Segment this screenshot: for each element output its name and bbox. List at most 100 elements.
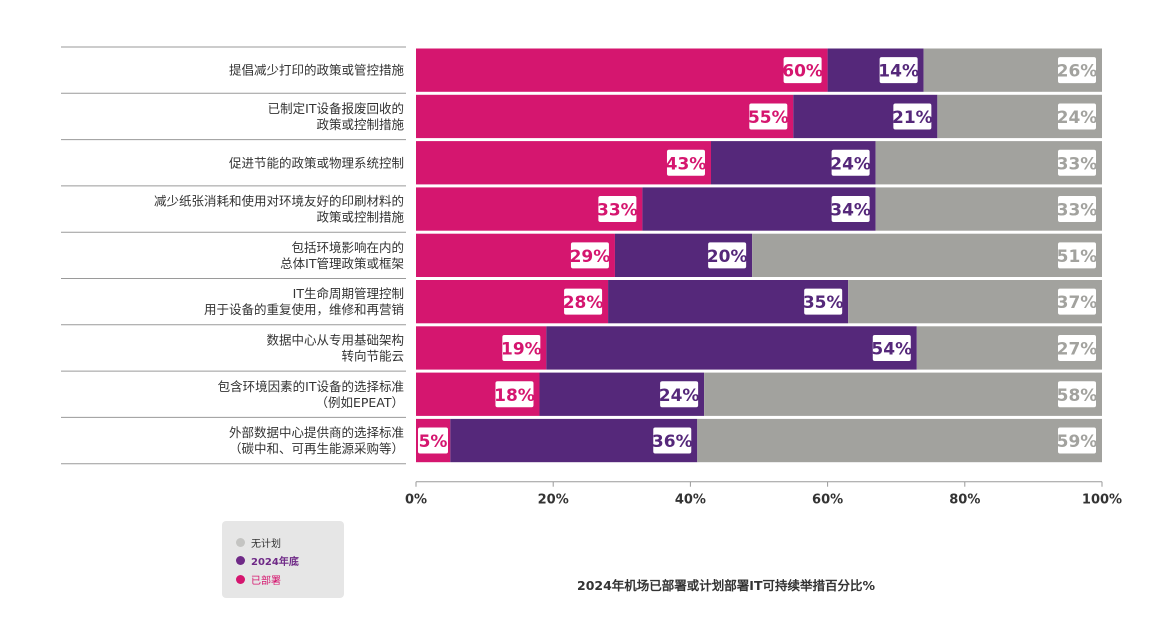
value-label-bg — [879, 57, 918, 84]
value-label: 37% — [1057, 293, 1098, 313]
value-label-bg — [570, 242, 609, 269]
value-label: 58% — [1057, 386, 1098, 406]
chart-title: 2024年机场已部署或计划部署IT可持续举措百分比% — [577, 578, 875, 593]
value-label-bg — [666, 149, 705, 176]
value-label-bg — [660, 381, 699, 408]
category-label: 数据中心从专用基础架构 — [266, 332, 404, 347]
category-label: 转向节能云 — [341, 348, 404, 363]
value-label: 55% — [748, 108, 789, 128]
value-labels: 60% 14% 26% 55% 21% 24% 43% 24% 33% 33% 34% 33% 29% 2… — [418, 57, 1098, 454]
category-label: 促进节能的政策或物理系统控制 — [229, 155, 404, 170]
value-label: 24% — [830, 154, 871, 174]
value-label: 34% — [830, 201, 871, 221]
value-label-bg — [418, 427, 448, 454]
value-label: 18% — [494, 386, 535, 406]
category-label: （例如EPEAT） — [315, 395, 404, 410]
value-label: 21% — [892, 108, 933, 128]
value-label: 14% — [878, 62, 919, 82]
value-label-bg — [804, 288, 843, 315]
value-label: 26% — [1057, 62, 1098, 82]
value-label-bg — [708, 242, 747, 269]
value-label: 24% — [659, 386, 700, 406]
value-label-bg — [783, 57, 822, 84]
value-label: 51% — [1057, 247, 1098, 267]
value-label: 20% — [707, 247, 748, 267]
value-label-bg — [1058, 103, 1096, 130]
value-label: 54% — [871, 339, 912, 359]
value-label-bg — [872, 334, 911, 361]
x-tick-label: 40% — [675, 493, 706, 508]
value-label: 5% — [419, 432, 448, 452]
legend-label-deployed: 已部署 — [251, 576, 281, 587]
value-label: 35% — [803, 293, 844, 313]
value-label-bg — [1058, 149, 1096, 176]
category-label: 减少纸张消耗和使用对环境友好的印刷材料的 — [154, 194, 404, 209]
category-label: 包括环境影响在内的 — [291, 240, 404, 255]
x-axis: 0% 20% 40% 60% 80% 100% — [405, 481, 1122, 508]
category-label: 政策或控制措施 — [316, 210, 404, 225]
bar-segment — [752, 233, 1102, 277]
value-label: 60% — [782, 62, 823, 82]
value-label: 33% — [1057, 201, 1098, 221]
category-label: （碳中和、可再生能源采购等） — [229, 441, 404, 456]
bar-segment — [704, 372, 1102, 416]
category-label: 总体IT管理政策或框架 — [280, 256, 404, 271]
value-label-bg — [502, 334, 541, 361]
value-label: 19% — [501, 339, 542, 359]
value-label: 33% — [1057, 154, 1098, 174]
category-label: 提倡减少打印的政策或管控措施 — [229, 63, 405, 78]
value-label-bg — [653, 427, 692, 454]
legend-item-deployed: 已部署 — [236, 572, 281, 587]
value-label-bg — [1058, 427, 1096, 454]
category-label: 包含环境因素的IT设备的选择标准 — [218, 379, 404, 394]
category-label: 用于设备的重复使用，维修和再营销 — [204, 302, 404, 317]
value-label-bg — [1058, 334, 1096, 361]
value-label-bg — [831, 149, 870, 176]
x-tick-label: 20% — [538, 493, 569, 508]
category-label: 已制定IT设备报废回收的 — [268, 101, 404, 116]
bar-segment — [697, 418, 1102, 463]
value-label: 43% — [666, 154, 707, 174]
x-tick-label: 0% — [405, 493, 427, 508]
legend-label-no-plan: 无计划 — [251, 539, 281, 550]
x-tick-label: 60% — [812, 493, 843, 508]
value-label-bg — [1058, 381, 1096, 408]
value-label: 28% — [563, 293, 604, 313]
legend: 无计划 2024年底 已部署 — [222, 521, 344, 598]
value-label-bg — [598, 196, 637, 223]
value-label: 27% — [1057, 339, 1098, 359]
bar-segment — [416, 141, 711, 185]
value-label: 36% — [652, 432, 693, 452]
legend-swatch-2024 — [236, 556, 245, 565]
category-label: 外部数据中心提供商的选择标准 — [229, 425, 404, 440]
legend-label-2024: 2024年底 — [251, 557, 299, 568]
legend-item-2024: 2024年底 — [236, 553, 299, 568]
value-label-bg — [749, 103, 788, 130]
row-separators — [61, 46, 406, 465]
value-label: 29% — [570, 247, 611, 267]
value-label: 33% — [597, 201, 638, 221]
x-tick-label: 100% — [1082, 493, 1122, 508]
category-label: IT生命周期管理控制 — [293, 286, 404, 301]
category-label: 政策或控制措施 — [316, 117, 404, 132]
bars — [416, 48, 1102, 463]
x-tick-label: 80% — [949, 493, 980, 508]
category-labels: 提倡减少打印的政策或管控措施已制定IT设备报废回收的政策或控制措施促进节能的政策… — [154, 63, 405, 456]
bar-segment — [546, 326, 917, 370]
value-label-bg — [1058, 288, 1096, 315]
value-label-bg — [564, 288, 603, 315]
value-label-bg — [831, 196, 870, 223]
value-label-bg — [495, 381, 534, 408]
legend-item-no-plan: 无计划 — [236, 535, 281, 550]
value-label-bg — [1058, 196, 1096, 223]
legend-swatch-deployed — [236, 575, 245, 584]
value-label: 24% — [1057, 108, 1098, 128]
value-label-bg — [1058, 242, 1096, 269]
legend-swatch-no-plan — [236, 538, 245, 547]
bar-segment — [416, 48, 828, 92]
value-label-bg — [1058, 57, 1096, 84]
value-label: 59% — [1057, 432, 1098, 452]
bar-segment — [416, 94, 794, 139]
value-label-bg — [893, 103, 932, 130]
